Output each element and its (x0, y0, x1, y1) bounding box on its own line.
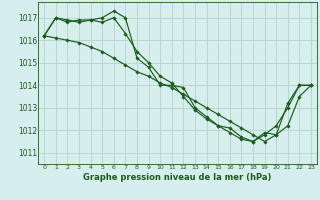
X-axis label: Graphe pression niveau de la mer (hPa): Graphe pression niveau de la mer (hPa) (84, 173, 272, 182)
